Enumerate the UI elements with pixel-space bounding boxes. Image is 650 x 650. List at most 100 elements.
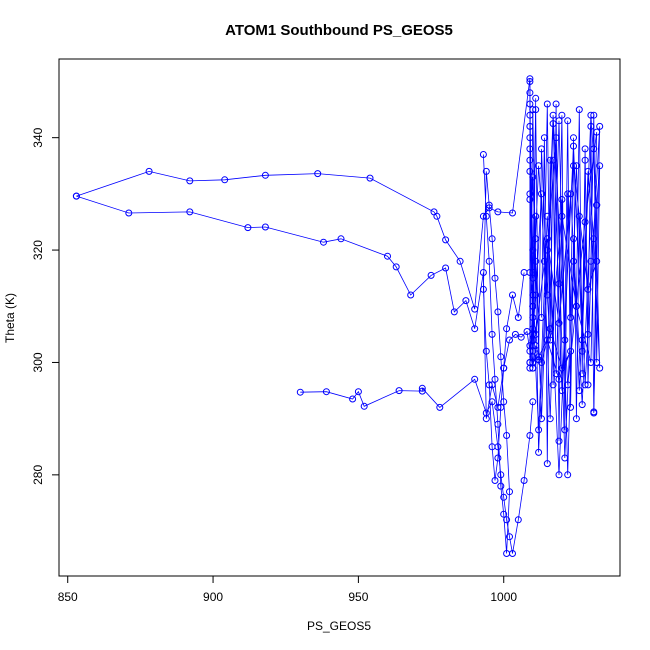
y-tick-label: 320 bbox=[31, 240, 45, 260]
data-point bbox=[535, 162, 543, 170]
data-point bbox=[526, 167, 534, 175]
series-5 bbox=[526, 78, 540, 372]
data-point bbox=[587, 257, 595, 265]
data-point bbox=[543, 336, 551, 344]
data-point bbox=[503, 516, 511, 524]
data-point bbox=[261, 223, 269, 231]
data-point bbox=[520, 477, 528, 484]
data-point bbox=[494, 308, 502, 316]
data-point bbox=[578, 401, 586, 409]
data-point bbox=[532, 257, 540, 265]
data-point bbox=[500, 364, 508, 372]
data-point bbox=[125, 209, 133, 217]
data-point bbox=[572, 302, 580, 310]
data-point bbox=[529, 291, 537, 299]
x-tick-label: 1000 bbox=[490, 590, 517, 604]
data-point bbox=[564, 117, 572, 125]
data-point bbox=[337, 235, 345, 243]
chart-title: ATOM1 Southbound PS_GEOS5 bbox=[225, 22, 453, 39]
data-point bbox=[509, 291, 516, 299]
x-tick-label: 850 bbox=[58, 590, 78, 604]
data-point bbox=[561, 454, 569, 462]
data-point bbox=[436, 403, 444, 411]
data-point bbox=[509, 209, 516, 217]
data-point bbox=[529, 336, 537, 344]
data-point bbox=[555, 280, 563, 288]
data-point bbox=[546, 156, 554, 164]
data-point bbox=[558, 111, 566, 119]
data-point bbox=[488, 330, 496, 338]
data-point bbox=[555, 375, 563, 383]
data-point bbox=[552, 370, 560, 378]
data-point bbox=[186, 208, 194, 216]
data-point bbox=[529, 398, 537, 406]
data-point bbox=[570, 235, 577, 243]
y-axis-label: Theta (K) bbox=[3, 293, 17, 343]
data-point bbox=[482, 409, 490, 417]
data-point bbox=[543, 235, 551, 243]
series-line bbox=[541, 103, 601, 464]
series-line bbox=[300, 378, 534, 554]
data-point bbox=[575, 106, 583, 114]
data-point bbox=[485, 381, 493, 389]
data-point bbox=[497, 482, 505, 490]
data-point bbox=[532, 94, 540, 102]
data-point bbox=[494, 208, 502, 216]
data-point bbox=[500, 493, 508, 501]
data-point bbox=[511, 330, 519, 338]
data-point bbox=[555, 437, 563, 445]
data-point bbox=[517, 333, 525, 341]
data-point bbox=[529, 314, 537, 321]
data-point bbox=[593, 201, 601, 209]
data-point bbox=[578, 347, 586, 355]
series-4 bbox=[479, 151, 528, 557]
data-point bbox=[392, 263, 400, 271]
data-point bbox=[540, 257, 548, 265]
data-point bbox=[384, 252, 391, 260]
y-tick-label: 300 bbox=[31, 352, 45, 372]
data-point bbox=[567, 314, 575, 321]
data-point bbox=[590, 111, 598, 119]
data-point bbox=[526, 134, 534, 142]
data-point bbox=[296, 388, 304, 396]
data-point bbox=[354, 388, 362, 396]
data-point bbox=[471, 325, 479, 333]
data-point bbox=[584, 285, 592, 293]
data-point bbox=[360, 402, 368, 410]
data-point bbox=[570, 134, 577, 142]
data-point bbox=[540, 134, 548, 142]
data-point bbox=[488, 398, 496, 406]
data-point bbox=[244, 224, 252, 232]
data-point bbox=[555, 471, 563, 479]
data-point bbox=[529, 302, 537, 310]
data-point bbox=[526, 100, 534, 108]
data-point bbox=[529, 364, 537, 372]
data-point bbox=[587, 122, 595, 130]
data-point bbox=[526, 78, 534, 85]
data-point bbox=[526, 122, 534, 130]
data-point bbox=[526, 359, 534, 366]
data-point bbox=[514, 516, 522, 524]
data-point bbox=[529, 353, 537, 361]
data-point bbox=[526, 111, 534, 119]
data-point bbox=[514, 314, 522, 321]
data-point bbox=[186, 177, 194, 185]
data-point bbox=[549, 381, 557, 389]
x-tick-label: 900 bbox=[203, 590, 223, 604]
data-point bbox=[549, 156, 557, 164]
data-point bbox=[529, 246, 537, 254]
x-axis: 850 900 950 1000 bbox=[58, 576, 517, 604]
y-tick-label: 280 bbox=[31, 465, 45, 485]
data-point bbox=[581, 156, 589, 164]
data-point bbox=[482, 167, 490, 175]
data-point bbox=[500, 510, 508, 518]
data-point bbox=[442, 264, 450, 272]
data-point bbox=[503, 432, 511, 439]
x-tick-label: 950 bbox=[348, 590, 368, 604]
data-point bbox=[462, 297, 470, 305]
x-axis-label: PS_GEOS5 bbox=[307, 619, 371, 633]
data-point bbox=[491, 274, 499, 282]
data-point bbox=[314, 170, 322, 178]
data-point bbox=[581, 218, 589, 226]
data-point bbox=[520, 269, 528, 276]
